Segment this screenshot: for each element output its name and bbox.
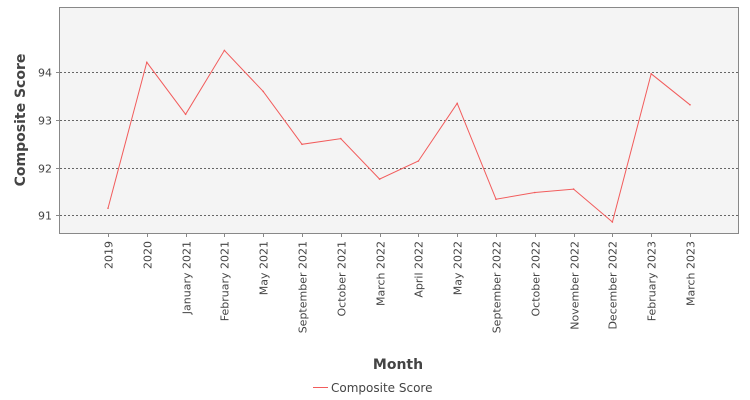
- y-tick-label: 92: [38, 163, 52, 176]
- data-point: [223, 49, 226, 52]
- series-layer: [107, 49, 691, 223]
- data-point: [340, 137, 342, 140]
- legend: Composite Score: [313, 381, 432, 395]
- x-tick-label: October 2021: [336, 241, 349, 317]
- data-point: [378, 178, 381, 180]
- x-tick-label: 2020: [142, 241, 155, 269]
- x-tick-label: February 2021: [219, 241, 232, 321]
- data-point: [495, 198, 497, 200]
- y-tick-label: 91: [38, 210, 52, 223]
- data-point: [107, 207, 109, 209]
- y-axis-ticks: 91 92 93 94: [38, 67, 60, 223]
- legend-label: Composite Score: [331, 381, 432, 395]
- data-point: [611, 221, 614, 223]
- x-axis-ticks: 2019 2020 January 2021 February 2021 May 202…: [103, 233, 698, 333]
- x-tick-label: February 2023: [646, 241, 659, 321]
- data-point: [456, 102, 459, 105]
- x-tick-label: September 2022: [491, 241, 504, 333]
- y-tick-label: 93: [38, 115, 52, 128]
- data-point: [689, 104, 691, 106]
- x-axis-title: Month: [373, 357, 423, 373]
- x-tick-label: December 2022: [607, 241, 620, 330]
- x-tick-label: April 2022: [413, 241, 426, 298]
- y-axis-title: Composite Score: [13, 54, 29, 187]
- x-tick-label: May 2021: [258, 241, 271, 295]
- data-point: [417, 160, 420, 162]
- x-tick-label: May 2022: [452, 241, 465, 295]
- data-point: [650, 73, 652, 75]
- data-point: [572, 188, 575, 190]
- x-tick-label: March 2023: [685, 241, 698, 306]
- data-point: [301, 143, 303, 146]
- x-tick-label: September 2021: [297, 241, 310, 333]
- x-tick-label: January 2021: [181, 241, 194, 315]
- x-tick-label: March 2022: [375, 241, 388, 306]
- y-tick-label: 94: [38, 67, 52, 80]
- data-point: [262, 90, 265, 93]
- data-point: [184, 113, 187, 116]
- grid-lines: [60, 72, 738, 216]
- series-line: [107, 49, 691, 223]
- data-point: [146, 61, 148, 64]
- x-tick-label: November 2022: [569, 241, 582, 330]
- data-point: [534, 191, 536, 194]
- x-tick-label: 2019: [103, 241, 116, 269]
- x-tick-label: October 2022: [530, 241, 543, 317]
